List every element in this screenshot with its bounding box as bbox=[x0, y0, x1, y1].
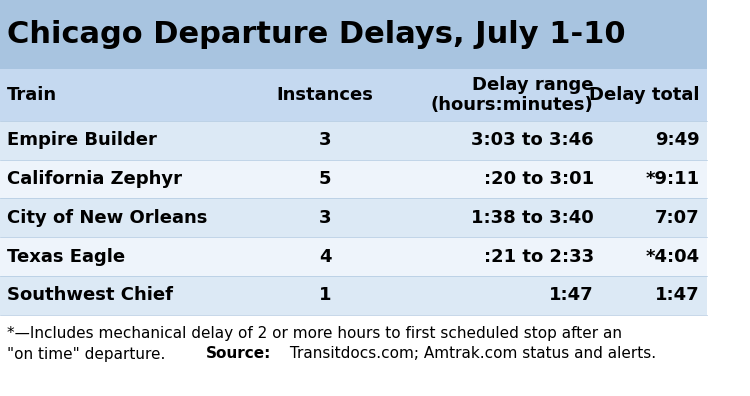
Text: Train: Train bbox=[7, 86, 57, 104]
Text: Delay range
(hours:minutes): Delay range (hours:minutes) bbox=[431, 76, 594, 114]
Text: 7:07: 7:07 bbox=[655, 209, 700, 227]
Text: 3: 3 bbox=[319, 209, 332, 227]
FancyBboxPatch shape bbox=[0, 276, 706, 315]
FancyBboxPatch shape bbox=[0, 160, 706, 198]
Text: *4:04: *4:04 bbox=[646, 248, 700, 266]
Text: Texas Eagle: Texas Eagle bbox=[7, 248, 125, 266]
Text: Transitdocs.com; Amtrak.com status and alerts.: Transitdocs.com; Amtrak.com status and a… bbox=[285, 346, 656, 362]
Text: 1:47: 1:47 bbox=[655, 286, 700, 305]
Text: Instances: Instances bbox=[277, 86, 374, 104]
Text: 1:38 to 3:40: 1:38 to 3:40 bbox=[471, 209, 594, 227]
Text: California Zephyr: California Zephyr bbox=[7, 170, 182, 188]
Text: 1:47: 1:47 bbox=[549, 286, 594, 305]
Text: :20 to 3:01: :20 to 3:01 bbox=[484, 170, 594, 188]
Text: Empire Builder: Empire Builder bbox=[7, 131, 157, 149]
FancyBboxPatch shape bbox=[0, 69, 706, 121]
Text: 3: 3 bbox=[319, 131, 332, 149]
Text: 9:49: 9:49 bbox=[655, 131, 700, 149]
Text: *9:11: *9:11 bbox=[646, 170, 700, 188]
Text: Delay total: Delay total bbox=[590, 86, 700, 104]
FancyBboxPatch shape bbox=[0, 315, 706, 396]
Text: "on time" departure.: "on time" departure. bbox=[7, 346, 170, 362]
Text: 1: 1 bbox=[319, 286, 332, 305]
FancyBboxPatch shape bbox=[0, 198, 706, 237]
Text: Chicago Departure Delays, July 1-10: Chicago Departure Delays, July 1-10 bbox=[7, 20, 626, 49]
Text: Southwest Chief: Southwest Chief bbox=[7, 286, 173, 305]
Text: 3:03 to 3:46: 3:03 to 3:46 bbox=[471, 131, 594, 149]
Text: :21 to 2:33: :21 to 2:33 bbox=[484, 248, 594, 266]
Text: 4: 4 bbox=[319, 248, 332, 266]
FancyBboxPatch shape bbox=[0, 121, 706, 160]
Text: *—Includes mechanical delay of 2 or more hours to first scheduled stop after an: *—Includes mechanical delay of 2 or more… bbox=[7, 326, 622, 341]
Text: 5: 5 bbox=[319, 170, 332, 188]
FancyBboxPatch shape bbox=[0, 0, 706, 69]
Text: City of New Orleans: City of New Orleans bbox=[7, 209, 208, 227]
Text: Source:: Source: bbox=[206, 346, 271, 362]
FancyBboxPatch shape bbox=[0, 237, 706, 276]
